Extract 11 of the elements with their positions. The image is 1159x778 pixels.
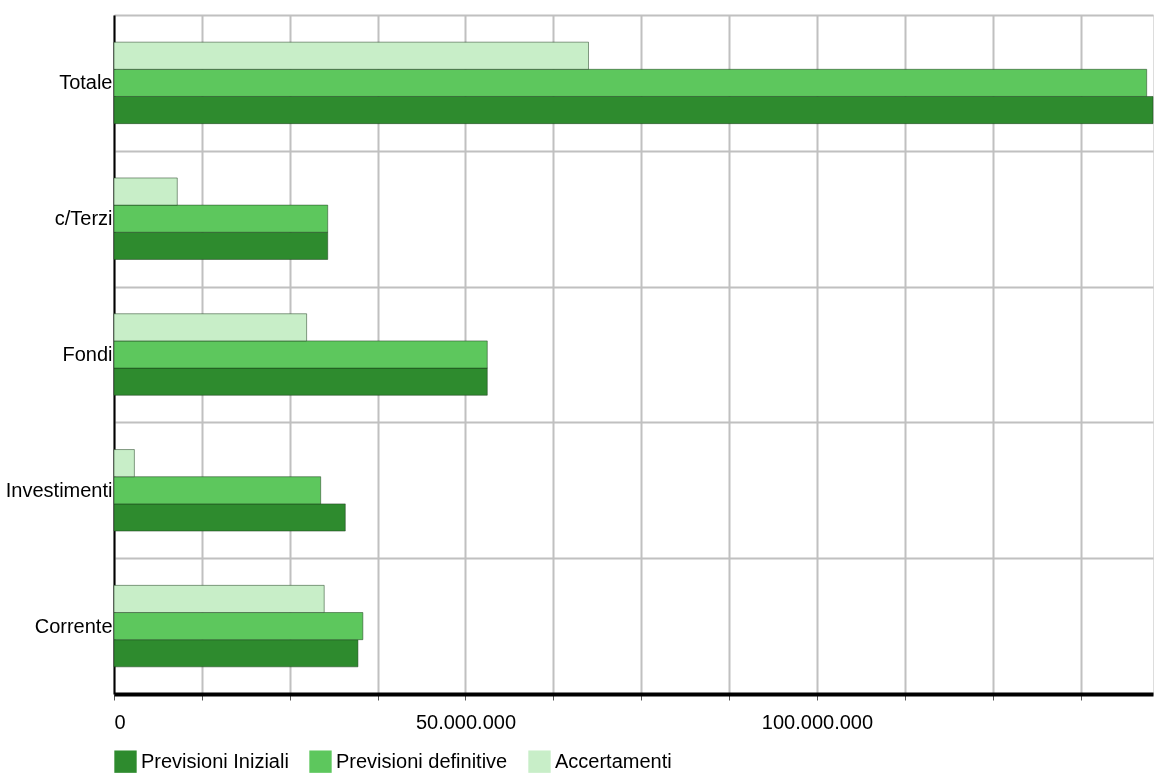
legend-label: Accertamenti (555, 749, 672, 772)
y-tick-label: Totale (59, 71, 113, 94)
legend-label: Previsioni Iniziali (141, 749, 289, 772)
y-tick-label: Investimenti (5, 478, 113, 501)
legend-label: Previsioni definitive (336, 749, 508, 772)
y-tick-label: Fondi (62, 343, 113, 365)
y-tick-label: c/Terzi (54, 207, 113, 230)
y-tick-label: Corrente (34, 614, 113, 637)
x-tick-label: 0 (114, 710, 126, 733)
x-tick-label: 100.000.000 (761, 710, 874, 733)
x-tick-label: 50.000.000 (415, 710, 517, 733)
